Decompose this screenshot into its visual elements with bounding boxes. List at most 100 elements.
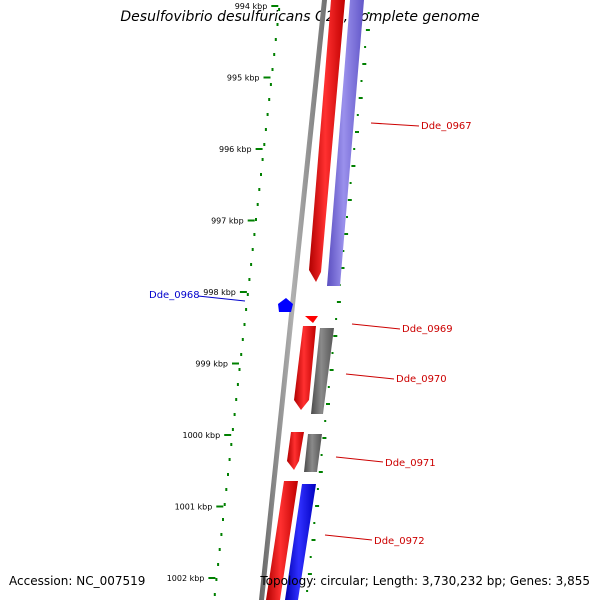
gene-label-dde-0972[interactable]: Dde_0972 [374, 536, 425, 547]
track-dot [246, 293, 249, 296]
track-dot [223, 503, 226, 506]
track-dot [311, 539, 316, 541]
track-dot [306, 590, 309, 592]
track-dot [340, 267, 345, 269]
track-dot [273, 53, 276, 56]
gene-label-dde-0970[interactable]: Dde_0970 [396, 374, 447, 385]
tick-track [213, 8, 281, 596]
track-dot [351, 165, 356, 167]
track-dot [313, 522, 316, 524]
track-dot [346, 216, 348, 218]
gene-arrow-dde-0969[interactable] [305, 316, 318, 323]
kbp-tick [216, 505, 224, 508]
track-dot [228, 458, 231, 461]
track-dot [266, 113, 269, 116]
track-dot [331, 352, 334, 354]
track-dot [236, 383, 239, 386]
kbp-tick [224, 434, 232, 436]
kbp-tick-label: 994 kbp [235, 2, 268, 11]
kbp-tick-label: 996 kbp [219, 145, 252, 154]
gene-features [266, 0, 364, 600]
track-dot [318, 471, 323, 473]
track-dot [233, 413, 236, 416]
gene-arrow-dde-0972[interactable] [266, 481, 298, 600]
kbp-tick [239, 291, 247, 293]
gene-label-dde-0968[interactable]: Dde_0968 [149, 290, 200, 301]
kbp-tick-label: 999 kbp [195, 360, 228, 369]
genome-backbone [259, 0, 327, 600]
kbp-tick-label: 1001 kbp [175, 503, 213, 512]
track-dot [251, 248, 254, 251]
gene-label-dde-0971[interactable]: Dde_0971 [385, 458, 436, 469]
leader-dde-0967 [370, 122, 420, 127]
kbp-tick [255, 148, 263, 150]
gene-arrow-dde-0968[interactable] [278, 298, 293, 312]
track-dot [231, 428, 234, 431]
track-dot [367, 12, 370, 14]
track-dot [250, 263, 253, 266]
gene-arrow-dde-0967[interactable] [309, 0, 345, 282]
track-dot [347, 199, 352, 201]
leader-dde-0972 [324, 534, 373, 541]
track-dot [307, 573, 312, 575]
gene-label-dde-0967[interactable]: Dde_0967 [421, 121, 472, 132]
map-title: Desulfovibrio desulfuricans G20, complet… [120, 9, 480, 25]
gene-arrow-dde-0970[interactable] [294, 326, 316, 410]
feature-track-dots [306, 12, 370, 592]
track-dot [362, 63, 367, 65]
feature-gray-0970[interactable] [311, 328, 334, 414]
track-dot [240, 353, 243, 356]
track-dot [227, 473, 229, 476]
gene-bar-reverse-top[interactable] [327, 0, 364, 286]
kbp-tick [263, 76, 271, 79]
track-dot [344, 233, 349, 235]
kbp-ticks: 994 kbp 995 kbp 996 kbp 997 kbp 998 kbp 999 k… [167, 2, 279, 583]
leader-dde-0968 [197, 295, 246, 302]
track-dot [258, 188, 261, 191]
track-dot [356, 114, 359, 116]
track-dot [365, 29, 370, 31]
track-dot [276, 23, 279, 26]
track-dot [248, 278, 251, 281]
gene-bar-reverse-bottom[interactable] [285, 484, 316, 600]
leader-dde-0970 [345, 373, 395, 380]
track-dot [309, 556, 312, 558]
track-dot [316, 488, 319, 490]
track-dot [342, 250, 345, 252]
track-dot [222, 518, 224, 521]
track-dot [329, 369, 334, 371]
kbp-tick [271, 5, 279, 7]
leader-dde-0969 [351, 323, 401, 330]
genome-summary: Topology: circular; Length: 3,730,232 bp… [260, 574, 590, 588]
feature-gray-0971[interactable] [304, 434, 322, 472]
track-dot [230, 443, 233, 446]
kbp-tick [247, 219, 255, 222]
track-dot [256, 203, 259, 206]
track-dot [263, 143, 266, 146]
track-dot [322, 437, 327, 439]
track-dot [271, 68, 274, 71]
gene-arrow-dde-0971[interactable] [287, 432, 304, 470]
track-dot [326, 403, 330, 405]
track-dot [215, 578, 218, 581]
gene-label-dde-0969[interactable]: Dde_0969 [402, 324, 453, 335]
track-dot [324, 420, 327, 422]
track-dot [327, 386, 330, 388]
track-dot [245, 308, 248, 311]
kbp-tick-label: 997 kbp [211, 217, 244, 226]
track-dot [217, 563, 220, 566]
track-dot [355, 131, 359, 133]
accession-label: Accession: NC_007519 [9, 574, 146, 588]
track-dot [269, 83, 272, 86]
track-dot [353, 148, 356, 150]
track-dot [364, 46, 367, 48]
track-dot [336, 301, 341, 303]
track-dot [278, 8, 281, 11]
track-dot [235, 398, 238, 401]
kbp-tick-label: 1000 kbp [182, 431, 220, 440]
track-dot [241, 338, 244, 341]
track-dot [315, 505, 320, 507]
track-dot [360, 80, 363, 82]
track-dot [255, 218, 257, 221]
